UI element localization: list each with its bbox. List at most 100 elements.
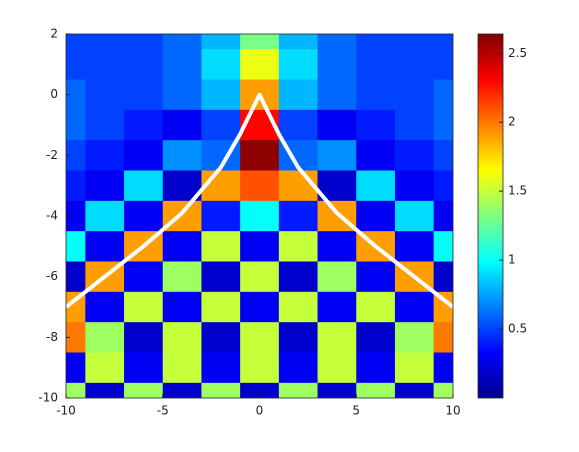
heat-cell (66, 382, 86, 398)
heat-cell (317, 352, 357, 384)
heat-cell (66, 261, 86, 293)
heat-cell (356, 34, 396, 50)
y-tick-label: 2 (50, 27, 58, 41)
heat-cell (66, 109, 86, 141)
heat-cell (162, 34, 202, 50)
heat-cell (356, 140, 396, 171)
heat-cell (201, 49, 241, 80)
heat-cell (162, 109, 202, 141)
heat-cell (433, 322, 453, 353)
heat-cell (66, 291, 86, 323)
heat-cell (66, 34, 86, 50)
heat-cell (124, 140, 164, 171)
heat-cell (201, 261, 241, 293)
heat-cell (66, 231, 86, 262)
heat-cell (201, 352, 241, 384)
heat-cell (394, 170, 435, 202)
heat-cell (356, 170, 396, 202)
heat-cell (278, 382, 319, 398)
colorbar-tick-label: 1.5 (508, 184, 527, 198)
heat-cell (433, 291, 453, 323)
heat-cell (201, 170, 241, 202)
heat-cell (278, 79, 319, 111)
heat-cell (162, 261, 202, 293)
heat-cell (124, 34, 164, 50)
heat-cell (124, 382, 164, 398)
heat-cell (356, 322, 396, 353)
heat-cell (278, 200, 319, 232)
heat-cell (433, 170, 453, 202)
heat-cell (124, 261, 164, 293)
heat-cell (278, 231, 319, 262)
heat-cell (124, 291, 164, 323)
heat-cell (356, 382, 396, 398)
heat-cell (433, 382, 453, 398)
heat-cell (433, 140, 453, 171)
heat-cell (162, 382, 202, 398)
heat-cell (85, 49, 125, 80)
y-tick-label: -8 (46, 330, 58, 344)
heat-cell (394, 231, 435, 262)
heat-cell (433, 79, 453, 111)
heat-cell (124, 79, 164, 111)
heat-cell (162, 79, 202, 111)
heat-cell (317, 291, 357, 323)
heat-cell (356, 79, 396, 111)
heat-cell (240, 291, 280, 323)
heat-cell (201, 382, 241, 398)
heat-cell (201, 79, 241, 111)
colorbar-tick-label: 1 (508, 253, 516, 267)
heatmap (66, 34, 453, 398)
heat-cell (162, 140, 202, 171)
heat-cell (85, 382, 125, 398)
colorbar (477, 33, 504, 399)
heat-cell (66, 200, 86, 232)
heat-cell (162, 231, 202, 262)
heat-cell (201, 291, 241, 323)
heat-cell (356, 352, 396, 384)
y-tick-label: -4 (46, 209, 58, 223)
heat-cell (240, 261, 280, 293)
heat-cell (240, 352, 280, 384)
heat-cell (317, 49, 357, 80)
heat-cell (394, 322, 435, 353)
x-tick-label: -5 (157, 404, 169, 418)
heat-cell (85, 200, 125, 232)
heat-cell (394, 200, 435, 232)
heat-cell (433, 49, 453, 80)
heat-cell (240, 49, 280, 80)
heat-cell (394, 79, 435, 111)
heat-cell (162, 322, 202, 353)
y-tick-label: 0 (50, 87, 58, 101)
heat-cell (201, 322, 241, 353)
heat-cell (240, 140, 280, 171)
heat-cell (278, 322, 319, 353)
heat-cell (240, 322, 280, 353)
x-tick-label: 0 (256, 404, 264, 418)
heat-cell (85, 79, 125, 111)
heat-cell (433, 231, 453, 262)
heat-cell (317, 79, 357, 111)
heat-cell (201, 231, 241, 262)
heat-cell (278, 291, 319, 323)
heat-cell (85, 291, 125, 323)
heat-cell (356, 49, 396, 80)
curve (66, 92, 453, 309)
heat-cell (162, 49, 202, 80)
heat-cell (433, 352, 453, 384)
heat-cell (433, 261, 453, 293)
heat-cell (317, 34, 357, 50)
heat-cell (278, 109, 319, 141)
heat-cell (433, 109, 453, 141)
heat-cell (278, 352, 319, 384)
heat-cell (317, 382, 357, 398)
heat-cell (66, 170, 86, 202)
heat-cell (394, 49, 435, 80)
heat-cell (124, 200, 164, 232)
heat-cell (394, 382, 435, 398)
heat-cell (317, 140, 357, 171)
heat-cell (124, 49, 164, 80)
heat-cell (433, 34, 453, 50)
heat-cell (85, 352, 125, 384)
heat-cell (278, 49, 319, 80)
